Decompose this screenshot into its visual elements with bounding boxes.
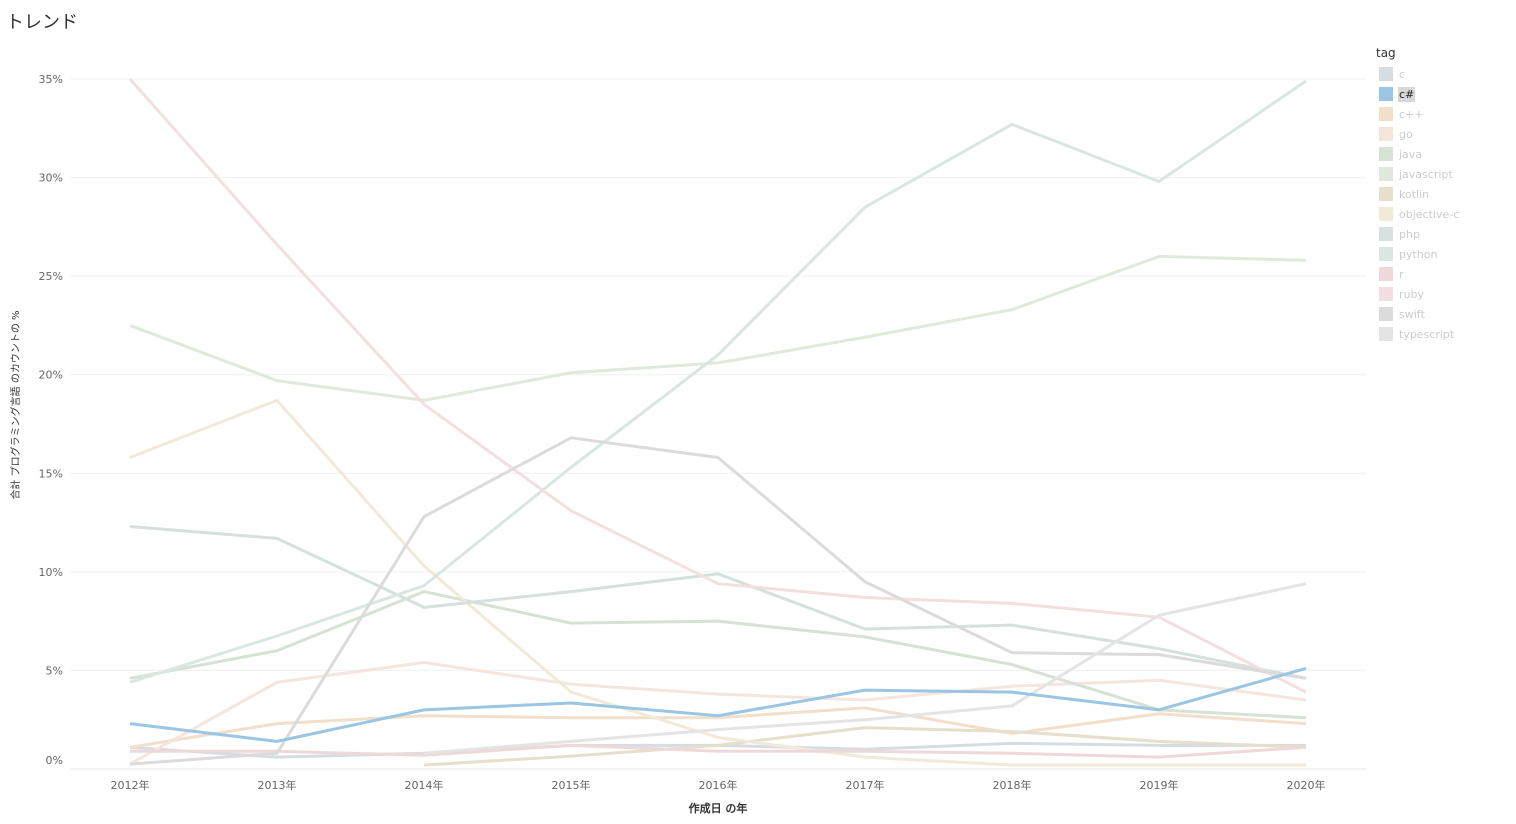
y-tick-label: 35% — [39, 73, 63, 86]
legend-item[interactable]: kotlin — [1376, 184, 1460, 204]
x-tick-label: 2019年 — [1140, 778, 1179, 792]
series-line-typescript — [423, 582, 1307, 755]
legend-item[interactable]: go — [1376, 124, 1460, 144]
legend-swatch — [1379, 227, 1393, 241]
legend-item[interactable]: ruby — [1376, 284, 1460, 304]
legend-item[interactable]: java — [1376, 144, 1460, 164]
series-line-objective-c — [129, 398, 1306, 767]
legend-label: java — [1399, 147, 1423, 161]
y-axis-title: 合計 プログラミング言語 のカウントの % — [9, 310, 22, 499]
legend-label: swift — [1399, 307, 1425, 321]
x-axis-title: 作成日 の年 — [689, 801, 748, 815]
x-tick-label: 2015年 — [552, 778, 591, 792]
series-line-javascript — [129, 254, 1307, 402]
legend: tag c c# c++ go java javascript kotlin objectiv… — [1376, 46, 1460, 344]
legend-swatch — [1379, 307, 1393, 321]
x-tick-label: 2013年 — [258, 778, 297, 792]
series-line-swift — [129, 436, 1307, 766]
x-tick-label: 2020年 — [1287, 778, 1326, 792]
legend-item[interactable]: c# — [1376, 84, 1460, 104]
legend-swatch — [1379, 127, 1393, 141]
legend-item[interactable]: c — [1376, 64, 1460, 84]
legend-swatch — [1379, 167, 1393, 181]
legend-swatch — [1379, 287, 1393, 301]
legend-item[interactable]: php — [1376, 224, 1460, 244]
legend-label: typescript — [1399, 327, 1455, 341]
legend-swatch — [1379, 87, 1393, 101]
y-tick-label: 25% — [39, 270, 63, 283]
legend-swatch — [1379, 207, 1393, 221]
legend-label: php — [1399, 227, 1420, 241]
x-tick-label: 2016年 — [699, 778, 738, 792]
line-chart: 0% 5% 10% 15% 20% 25% 30% 35% 2012年 2013年 2014年 201… — [9, 73, 1366, 815]
series-line-java — [129, 590, 1307, 720]
legend-label: r — [1399, 267, 1404, 281]
legend-label: go — [1399, 127, 1413, 141]
legend-swatch — [1379, 187, 1393, 201]
x-tick-label: 2018年 — [993, 778, 1032, 792]
y-tick-label: 10% — [39, 566, 63, 579]
legend-swatch — [1379, 67, 1393, 81]
legend-label: objective-c — [1399, 207, 1460, 221]
series-line-go — [129, 661, 1307, 766]
y-tick-label: 15% — [39, 467, 63, 480]
y-tick-label: 5% — [46, 664, 63, 677]
legend-label: python — [1399, 247, 1438, 261]
y-tick-label: 0% — [46, 754, 63, 767]
series-line-php — [129, 525, 1307, 680]
legend-swatch — [1379, 247, 1393, 261]
legend-item[interactable]: objective-c — [1376, 204, 1460, 224]
legend-item[interactable]: typescript — [1376, 324, 1460, 344]
x-tick-label: 2012年 — [111, 778, 150, 792]
legend-item[interactable]: python — [1376, 244, 1460, 264]
series-line-cpp — [129, 706, 1307, 749]
legend-item[interactable]: r — [1376, 264, 1460, 284]
legend-label: javascript — [1399, 167, 1453, 181]
page-title: トレンド — [6, 12, 78, 33]
series-line-python — [129, 79, 1307, 684]
legend-item[interactable]: swift — [1376, 304, 1460, 324]
x-tick-label: 2017年 — [846, 778, 885, 792]
legend-swatch — [1379, 107, 1393, 121]
legend-label: c++ — [1399, 107, 1424, 121]
x-tick-label: 2014年 — [405, 778, 444, 792]
legend-swatch — [1379, 267, 1393, 281]
legend-swatch — [1379, 327, 1393, 341]
y-tick-label: 20% — [39, 369, 63, 382]
series-line-csharp — [129, 667, 1307, 743]
legend-label: ruby — [1399, 287, 1424, 301]
series-line-r — [130, 743, 1307, 759]
series-line-ruby — [128, 78, 1307, 694]
legend-item[interactable]: javascript — [1376, 164, 1460, 184]
legend-label: kotlin — [1399, 187, 1430, 201]
y-tick-label: 30% — [39, 172, 63, 185]
legend-label: c# — [1398, 86, 1416, 102]
legend-item[interactable]: c++ — [1376, 104, 1460, 124]
legend-title: tag — [1376, 46, 1396, 60]
legend-label: c — [1399, 67, 1406, 81]
series-line-kotlin — [423, 726, 1307, 767]
legend-swatch — [1379, 147, 1393, 161]
